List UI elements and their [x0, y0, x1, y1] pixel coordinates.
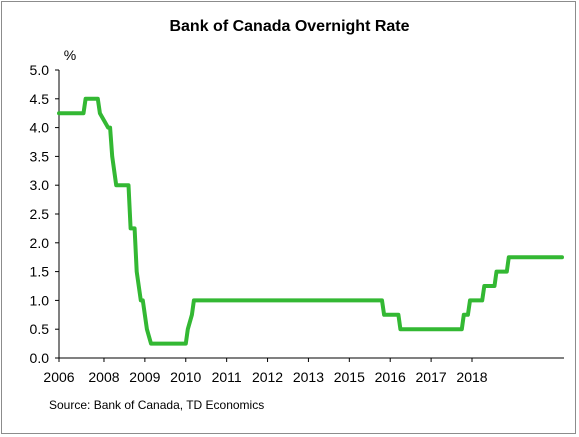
- y-tick-label: 1.0: [30, 292, 50, 308]
- chart-title: Bank of Canada Overnight Rate: [169, 18, 410, 35]
- x-tick-label: 2010: [170, 369, 201, 385]
- series-line: [57, 96, 564, 346]
- source-note: Source: Bank of Canada, TD Economics: [49, 398, 265, 412]
- x-tick-label: 2008: [88, 369, 119, 385]
- y-tick-label: 3.0: [30, 177, 50, 193]
- y-tick-label: 4.0: [30, 120, 50, 136]
- x-tick-label: 2015: [334, 369, 365, 385]
- x-tick-label: 2016: [375, 369, 406, 385]
- y-axis-label: %: [64, 47, 76, 63]
- y-tick-label: 4.5: [30, 91, 50, 107]
- y-tick-label: 2.5: [30, 206, 50, 222]
- x-tick-label: 2011: [212, 369, 242, 385]
- x-tick-label: 2009: [129, 369, 160, 385]
- y-tick-label: 2.0: [30, 235, 50, 251]
- y-tick-label: 0.5: [30, 321, 50, 337]
- x-tick-label: 2012: [252, 369, 283, 385]
- y-tick-label: 1.5: [30, 264, 50, 280]
- x-tick-label: 2013: [293, 369, 324, 385]
- x-tick-label: 2006: [43, 369, 74, 385]
- y-tick-label: 5.0: [30, 62, 50, 78]
- x-tick-label: 2018: [456, 369, 487, 385]
- y-tick-label: 3.5: [30, 148, 50, 164]
- x-tick-label: 2017: [416, 369, 447, 385]
- y-tick-label: 0.0: [30, 350, 50, 366]
